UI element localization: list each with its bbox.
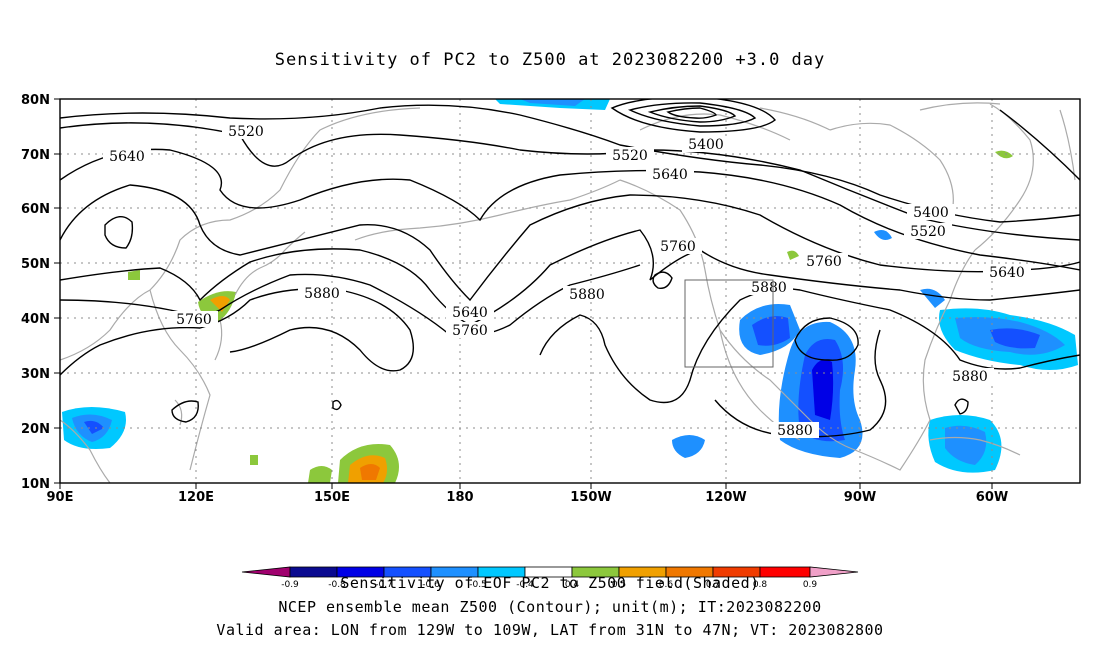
contour-label: 5640	[652, 167, 688, 183]
lon-label: 90W	[844, 490, 876, 505]
contour-label: 5880	[304, 286, 340, 302]
contour-label: 5880	[569, 287, 605, 303]
contour-label: 5400	[688, 137, 724, 153]
valid-area-box	[684, 279, 774, 368]
contour-label: 5520	[612, 148, 648, 164]
colorbar-label: -0.4	[516, 580, 534, 590]
lat-label: 30N	[21, 367, 50, 382]
colorbar-label: 0.8	[753, 580, 768, 590]
colorbar-label: -0.9	[281, 580, 299, 590]
contour-label: 5880	[952, 369, 988, 385]
colorbar-label: 0.4	[565, 580, 580, 590]
colorbar	[241, 566, 859, 578]
caption-valid-area: Valid area: LON from 129W to 109W, LAT f…	[216, 621, 884, 639]
lat-label: 20N	[21, 422, 50, 437]
lon-label: 150E	[314, 490, 350, 505]
lon-label: 120W	[705, 490, 746, 505]
plot-frame	[59, 98, 1081, 484]
lat-label: 50N	[21, 257, 50, 272]
contour-label: 5760	[660, 239, 696, 255]
gridlines	[60, 99, 1080, 483]
lon-axis: 90E 120E 150E 180 150W 120W 90W 60W	[47, 490, 1009, 505]
colorbar-label: 0.6	[659, 580, 674, 590]
lat-label: 70N	[21, 148, 50, 163]
colorbar-label: -0.5	[469, 580, 487, 590]
map-title: Sensitivity of PC2 to Z500 at 2023082200…	[274, 50, 826, 70]
colorbar-label: -0.6	[422, 580, 440, 590]
lat-label: 60N	[21, 202, 50, 217]
colorbar-right-arrow	[809, 566, 859, 578]
contour-label: 5640	[989, 265, 1025, 281]
shaded-sensitivity	[62, 99, 1078, 483]
lon-label: 90E	[47, 490, 74, 505]
contour-label: 5520	[228, 124, 264, 140]
contour-label: 5760	[806, 254, 842, 270]
lat-label: 10N	[21, 477, 50, 492]
contour-label: 5640	[452, 305, 488, 321]
lon-label: 150W	[570, 490, 611, 505]
colorbar-label: 0.9	[803, 580, 818, 590]
lon-label: 120E	[178, 490, 214, 505]
lat-axis: 80N 70N 60N 50N 40N 30N 20N 10N	[21, 93, 50, 492]
colorbar-labels: -0.9 -0.8 -0.7 -0.6 -0.5 -0.4 0.4 0.5 0.…	[281, 580, 817, 590]
caption-contour: NCEP ensemble mean Z500 (Contour); unit(…	[278, 598, 822, 616]
contour-label: 5640	[109, 149, 145, 165]
lat-label: 80N	[21, 93, 50, 108]
lat-label: 40N	[21, 312, 50, 327]
contour-label: 5880	[751, 280, 787, 296]
colorbar-label: -0.8	[328, 580, 346, 590]
lat-ticks	[54, 98, 60, 484]
contour-label: 5760	[452, 323, 488, 339]
coastlines	[60, 102, 1076, 483]
contour-label: 5760	[176, 312, 212, 328]
contour-label: 5400	[913, 205, 949, 221]
contour-label: 5520	[910, 224, 946, 240]
lon-ticks	[59, 483, 993, 489]
colorbar-label: -0.7	[375, 580, 393, 590]
caption-shaded: Sensitivity of EOF PC2 to Z500 field(Sha…	[340, 574, 760, 592]
contour-label: 5880	[777, 423, 813, 439]
colorbar-label: 0.5	[612, 580, 626, 590]
contour-labels: 5520 5640 5400 5520 5640 5400 5520 5760 …	[103, 123, 1031, 439]
lon-label: 60W	[976, 490, 1008, 505]
lon-label: 180	[446, 490, 473, 505]
colorbar-label: 0.7	[706, 580, 720, 590]
